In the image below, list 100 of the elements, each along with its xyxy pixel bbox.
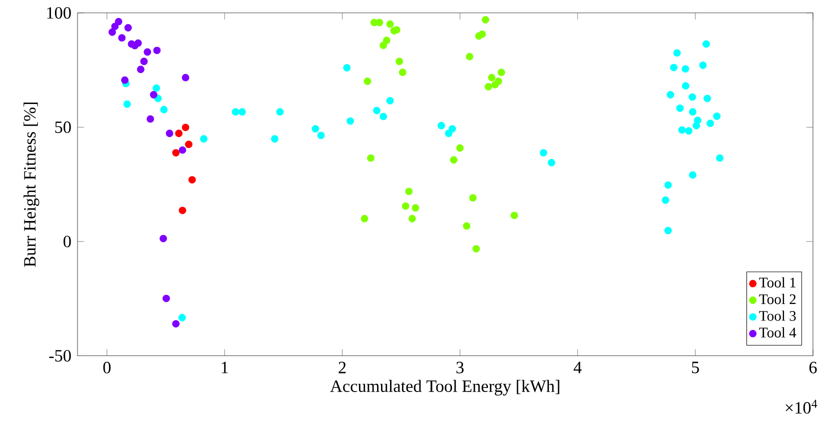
- point: [276, 108, 284, 116]
- point: [482, 16, 490, 24]
- legend-label: Tool 1: [759, 277, 796, 288]
- x-tick-label: 2: [338, 362, 346, 374]
- point: [123, 100, 131, 108]
- point: [376, 18, 384, 26]
- point: [150, 90, 158, 98]
- point: [692, 122, 700, 130]
- point: [540, 148, 548, 156]
- point: [666, 90, 674, 98]
- x-tick-label: 5: [692, 362, 699, 374]
- point: [367, 154, 374, 162]
- point: [153, 46, 161, 54]
- point: [688, 93, 696, 101]
- point: [682, 82, 690, 90]
- point: [702, 40, 710, 48]
- point: [160, 106, 168, 114]
- point: [396, 57, 404, 65]
- point: [386, 20, 394, 28]
- point: [456, 144, 464, 152]
- point: [114, 18, 122, 26]
- point: [140, 57, 148, 65]
- point: [172, 148, 180, 156]
- point: [380, 112, 388, 120]
- x-tick-label: 4: [574, 362, 582, 373]
- point: [548, 158, 556, 166]
- point: [706, 119, 714, 127]
- point: [178, 314, 186, 322]
- point: [182, 74, 190, 82]
- point: [398, 68, 406, 76]
- point: [271, 134, 278, 142]
- point: [185, 140, 192, 148]
- point: [484, 82, 492, 90]
- point: [146, 115, 154, 123]
- x-tick-label: 0: [103, 362, 111, 374]
- point: [175, 129, 183, 137]
- point: [160, 234, 168, 242]
- y-tick-label: 50: [55, 121, 71, 133]
- point: [134, 39, 142, 47]
- legend-label: Tool 3: [759, 310, 796, 321]
- point: [664, 181, 672, 189]
- point: [162, 294, 170, 302]
- point: [716, 154, 724, 162]
- text: ×10$^{4}$: [786, 400, 818, 414]
- point: [144, 48, 152, 56]
- point: [491, 80, 499, 88]
- point: [498, 68, 506, 76]
- legend-label: Tool 2: [759, 294, 796, 304]
- point: [688, 108, 696, 116]
- point: [382, 36, 390, 44]
- point: [178, 146, 186, 154]
- point: [152, 84, 160, 92]
- point: [688, 171, 696, 179]
- y-tick-label: 0: [64, 236, 71, 248]
- point: [713, 112, 721, 120]
- point: [448, 124, 456, 132]
- point: [118, 34, 126, 42]
- point: [699, 61, 707, 69]
- point: [121, 76, 129, 84]
- point: [488, 74, 496, 82]
- point: [438, 122, 446, 130]
- point: [373, 106, 380, 114]
- point: [462, 222, 470, 230]
- x-tick-label: 6: [809, 362, 817, 374]
- point: [172, 320, 180, 328]
- point: [238, 108, 246, 116]
- point: [676, 104, 684, 112]
- x-axis-title: Accumulated Tool Energy [kWh]: [330, 380, 560, 396]
- point: [466, 52, 474, 60]
- point: [664, 226, 672, 234]
- point: [137, 65, 144, 73]
- point: [662, 196, 670, 204]
- point: [364, 77, 372, 85]
- point: [673, 49, 681, 56]
- x-tick-label: 3: [456, 362, 464, 374]
- point: [124, 24, 132, 32]
- point: [670, 64, 678, 72]
- y-tick-label: -50: [49, 350, 71, 362]
- point: [166, 129, 174, 137]
- point: [684, 126, 692, 134]
- point: [475, 32, 483, 40]
- point: [346, 117, 354, 125]
- point: [412, 204, 420, 212]
- point: [232, 108, 240, 116]
- point: [178, 206, 186, 214]
- point: [405, 188, 413, 195]
- x-tick-label: 1: [222, 362, 228, 373]
- point: [182, 124, 190, 131]
- point: [360, 214, 368, 222]
- point: [704, 94, 712, 102]
- point: [408, 214, 416, 222]
- point: [469, 194, 477, 202]
- point: [682, 65, 690, 72]
- point: [678, 126, 686, 134]
- point: [450, 156, 458, 164]
- point: [200, 134, 208, 142]
- point: [380, 41, 388, 49]
- point: [312, 124, 320, 132]
- point: [402, 202, 410, 210]
- point: [343, 64, 351, 72]
